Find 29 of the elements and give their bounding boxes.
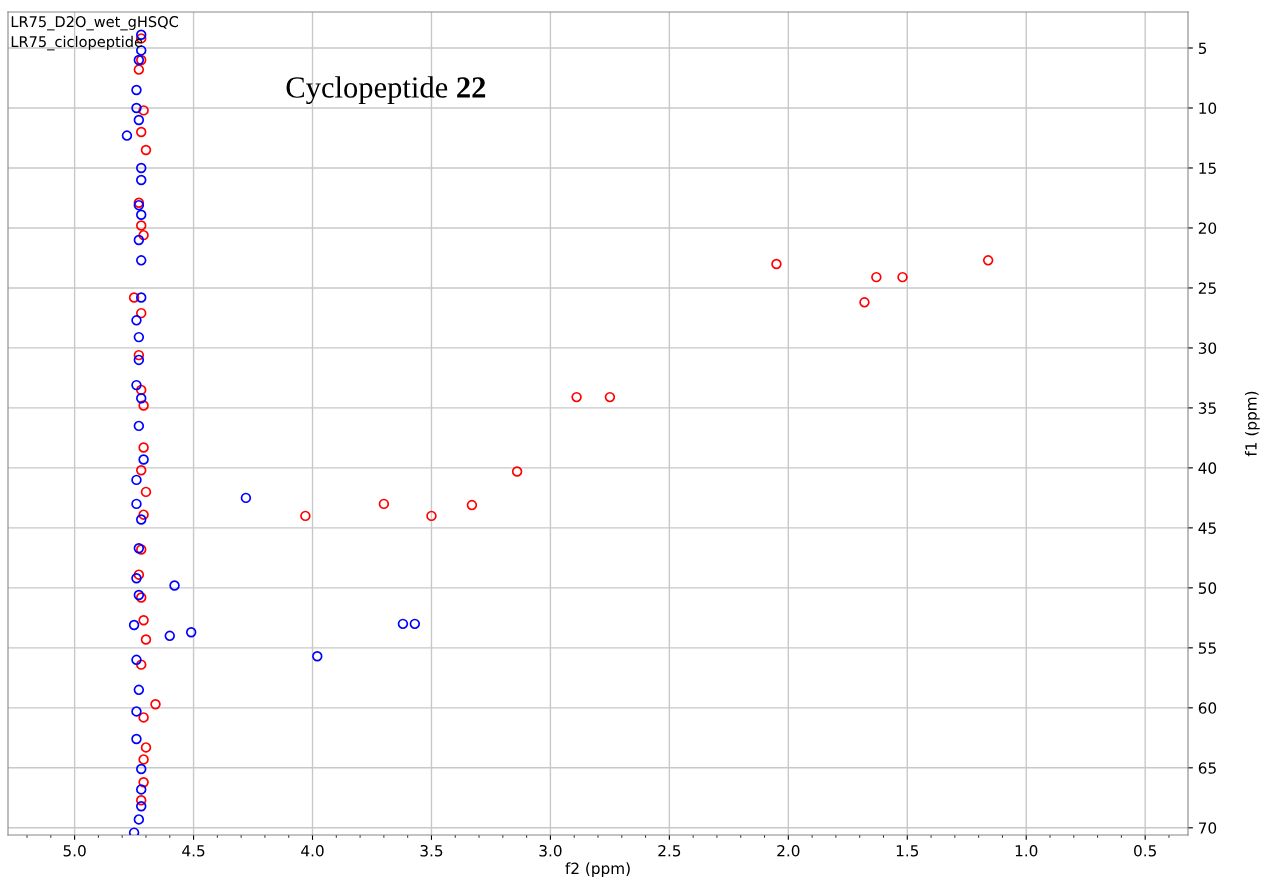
y-tick-label: 65 (1198, 762, 1216, 774)
y-tick-label: 20 (1198, 222, 1217, 234)
y-tick-label: 45 (1198, 522, 1216, 534)
x-tick-label: 5.0 (63, 844, 86, 857)
y-tick-label: 60 (1198, 702, 1217, 714)
y-tick-label: 10 (1199, 102, 1217, 114)
x-tick-label: 4.0 (301, 844, 324, 857)
x-tick-label: 1.5 (896, 845, 919, 857)
y-tick-label: 40 (1198, 462, 1217, 474)
x-tick-label: 4.5 (182, 845, 205, 857)
annotation: LR75_ciclopeptide (11, 35, 143, 51)
y-tick-label: 15 (1199, 162, 1216, 174)
x-tick-label: 3.5 (420, 844, 443, 857)
y-tick-label: 70 (1198, 822, 1217, 834)
annotation: LR75_D2O_wet_gHSQC (11, 16, 178, 31)
y-tick-label: 35 (1198, 402, 1216, 414)
y-tick-label: 25 (1198, 282, 1216, 294)
text: Cyclopeptide 22 (286, 76, 486, 105)
x-tick-label: 1.0 (1015, 844, 1038, 857)
y-tick-label: 5 (1198, 42, 1207, 55)
x-tick-label: 3.0 (539, 844, 562, 857)
y-tick-label: 30 (1198, 342, 1217, 354)
x-tick-label: 2.5 (658, 844, 681, 857)
x-tick-label: 0.5 (1134, 844, 1156, 857)
y-tick-label: 55 (1198, 642, 1216, 654)
x-axis-title: f2 (ppm) (565, 862, 630, 878)
y-axis-title: f1 (ppm) (1244, 391, 1260, 457)
y-tick-label: 50 (1198, 582, 1217, 594)
x-tick-label: 2.0 (777, 844, 800, 857)
